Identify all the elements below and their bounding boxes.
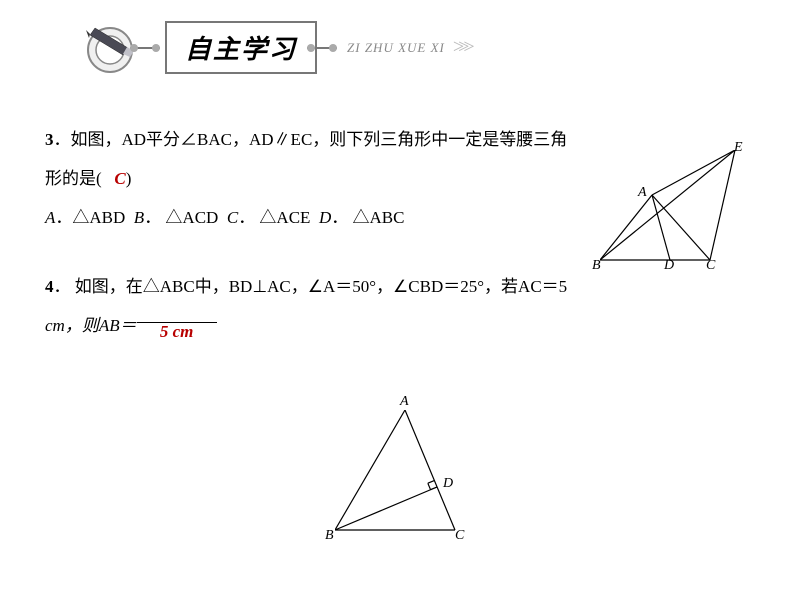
- header-pinyin: ZI ZHU XUE XI: [347, 40, 445, 56]
- q3-opt-B-label: B: [134, 208, 144, 227]
- q4-label-C: C: [455, 528, 464, 544]
- q3-opt-D-label: D: [319, 208, 331, 227]
- q4-label-B: B: [325, 528, 334, 544]
- q3-opt-C-text: ． △ACE: [238, 208, 310, 227]
- q4-answer: 5 cm: [160, 322, 194, 341]
- content-area: 3．如图，AD平分∠BAC，AD∥EC，则下列三角形中一定是等腰三角 形的是( …: [45, 120, 749, 345]
- header-arrows-icon: >>>: [453, 36, 469, 59]
- q3-line2-suffix: ): [126, 169, 132, 188]
- q4-line2-prefix: cm，则AB＝: [45, 316, 137, 335]
- q3-dot: ．: [54, 130, 71, 149]
- q3-answer: C: [114, 169, 125, 188]
- q3-opt-B-text: ． △ACD: [144, 208, 218, 227]
- q4-number: 4: [45, 277, 54, 296]
- q4-text-line1: 如图，在△ABC中，BD⊥AC，∠A＝50°，∠CBD＝25°，若AC＝5: [71, 277, 568, 296]
- q3-opt-D-text: ． △ABC: [331, 208, 404, 227]
- q3-diagram: E A B D C: [600, 150, 745, 270]
- header-title: 自主学习: [185, 35, 297, 64]
- question-4: 4． 如图，在△ABC中，BD⊥AC，∠A＝50°，∠CBD＝25°，若AC＝5…: [45, 267, 749, 345]
- q4-blank: 5 cm: [137, 306, 217, 323]
- q3-label-E: E: [734, 140, 743, 156]
- q4-label-A: A: [400, 394, 409, 410]
- q4-dot: ．: [54, 277, 71, 296]
- header-title-box: 自主学习: [165, 21, 317, 74]
- header-connector: [130, 40, 160, 56]
- q3-line2-prefix: 形的是(: [45, 169, 102, 188]
- header-connector-right: [307, 40, 337, 56]
- section-header: 自主学习 ZI ZHU XUE XI >>>: [80, 20, 469, 75]
- q3-label-A: A: [638, 185, 647, 201]
- q4-label-D: D: [443, 476, 453, 492]
- q3-opt-A-label: A: [45, 208, 55, 227]
- q3-opt-C-label: C: [227, 208, 238, 227]
- q4-diagram: A B C D: [335, 410, 470, 540]
- q3-opt-A-text: ．△ABD: [55, 208, 125, 227]
- q3-text-line1: 如图，AD平分∠BAC，AD∥EC，则下列三角形中一定是等腰三角: [71, 130, 568, 149]
- q3-number: 3: [45, 130, 54, 149]
